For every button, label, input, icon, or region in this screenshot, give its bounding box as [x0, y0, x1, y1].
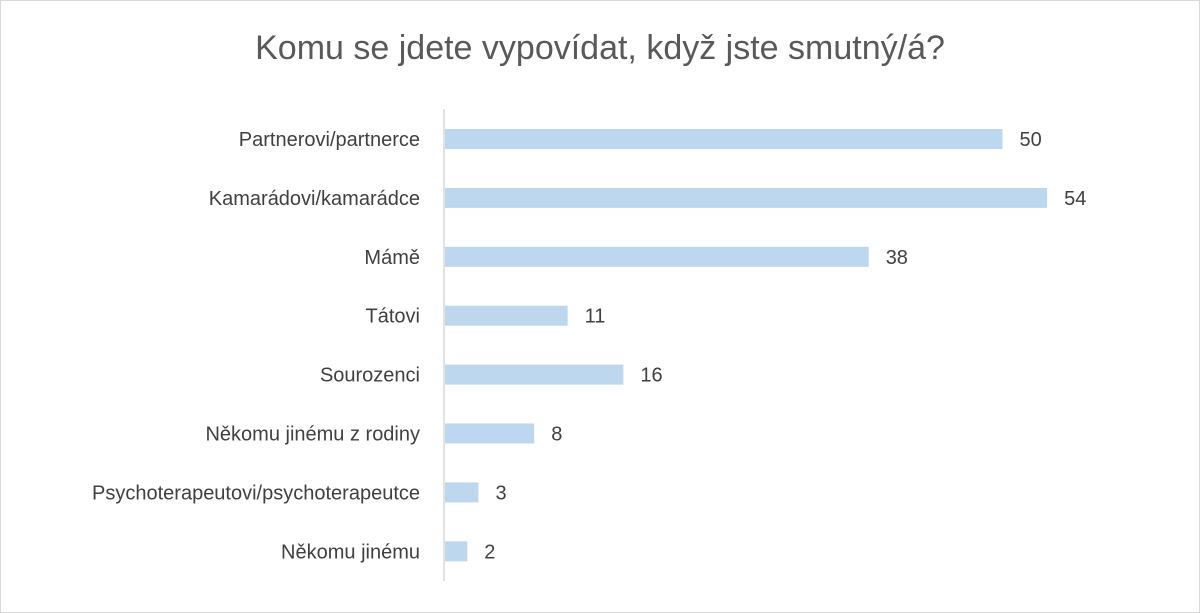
bar-5	[445, 423, 535, 444]
category-label-2: Mámě	[364, 247, 420, 269]
category-label-1: Kamarádovi/kamarádce	[209, 188, 420, 210]
value-label-6: 3	[495, 482, 506, 504]
bar-1	[445, 187, 1048, 208]
bar-4	[445, 364, 624, 385]
value-label-5: 8	[551, 424, 562, 446]
category-label-6: Psychoterapeutovi/psychoterapeutce	[92, 482, 420, 504]
bar-0	[445, 129, 1003, 149]
value-label-0: 50	[1020, 129, 1042, 151]
value-label-7: 2	[484, 541, 495, 563]
value-label-3: 11	[585, 306, 606, 328]
bar-6	[445, 482, 479, 503]
bar-7	[445, 541, 468, 562]
chart-title: Komu se jdete vypovídat, když jste smutn…	[255, 29, 945, 67]
bar-3	[445, 305, 568, 326]
category-label-5: Někomu jinému z rodiny	[205, 424, 420, 446]
bars-group: Partnerovi/partnerce 50 Kamarádovi/kamarád…	[92, 129, 1086, 563]
value-label-1: 54	[1064, 188, 1086, 210]
category-label-7: Někomu jinému	[281, 541, 420, 563]
category-label-3: Tátovi	[366, 306, 420, 328]
value-label-4: 16	[640, 365, 662, 387]
bar-2	[445, 246, 869, 267]
value-label-2: 38	[886, 247, 908, 269]
category-label-4: Sourozenci	[320, 365, 420, 387]
category-label-0: Partnerovi/partnerce	[239, 129, 420, 151]
